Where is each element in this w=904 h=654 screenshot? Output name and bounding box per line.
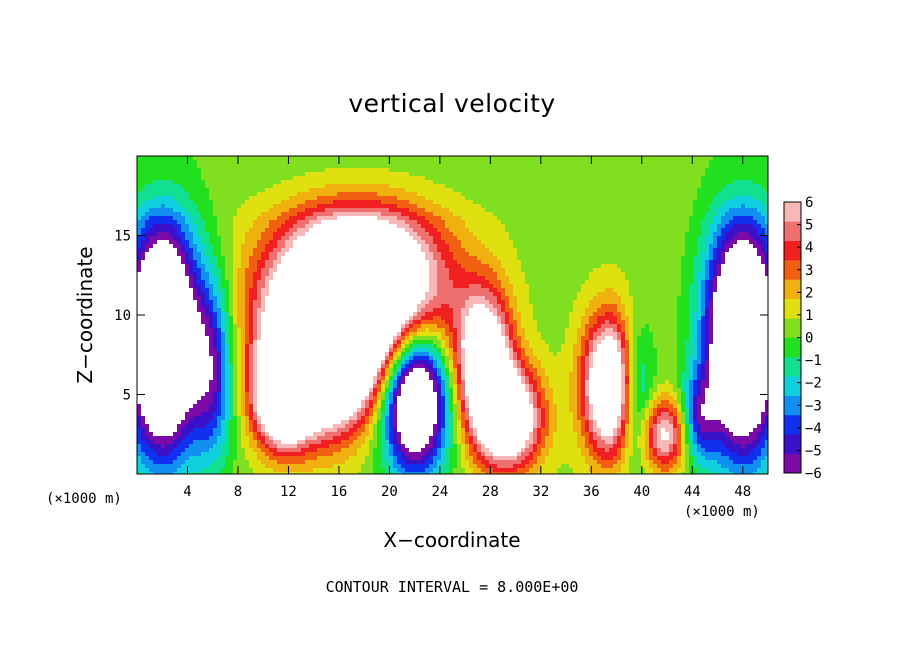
x-tick-label: 36 [583,484,600,500]
colorbar-tick-label: 1 [805,308,813,324]
colorbar: 6 5 4 3 2 1 0 −1 −2 −3 −4 −5 −6 [783,195,822,482]
y-tick-label: 15 [114,229,131,245]
colorbar-swatch [784,337,801,358]
x-tick-label: 40 [633,484,650,500]
colorbar-tick-label: 4 [805,240,813,256]
colorbar-swatch [784,279,801,300]
colorbar-swatch [784,395,801,416]
x-tick-label: 24 [431,484,448,500]
x-tick-label: 48 [734,484,751,500]
y-tick-label: 5 [123,388,131,404]
colorbar-swatch [784,221,801,242]
colorbar-tick-label: 6 [805,195,813,211]
colorbar-swatch [784,356,801,377]
x-unit-label-right: (×1000 m) [684,504,760,520]
y-axis: 5 10 15 [114,229,768,404]
x-unit-label: (×1000 m) [46,491,122,507]
x-axis-label: X−coordinate [383,528,520,552]
colorbar-tick-label: 2 [805,285,813,301]
colorbar-tick-label: −3 [805,398,822,414]
x-tick-label: 32 [532,484,549,500]
x-tick-label: 28 [482,484,499,500]
colorbar-swatch [784,414,801,435]
x-tick-label: 12 [280,484,297,500]
y-tick-label: 10 [114,308,131,324]
colorbar-swatch [784,318,801,338]
colorbar-swatch [784,240,801,261]
colorbar-swatch [784,202,801,222]
colorbar-swatch [784,298,801,319]
x-tick-label: 8 [234,484,242,500]
chart-title: vertical velocity [348,89,555,118]
colorbar-tick-label: 3 [805,263,813,279]
colorbar-swatch [784,434,801,454]
colorbar-swatch [784,260,801,280]
colorbar-tick-label: −4 [805,421,822,437]
velocity-field [137,156,769,475]
colorbar-tick-label: −1 [805,353,822,369]
colorbar-swatch [784,453,801,474]
y-axis-label: Z−coordinate [73,246,97,383]
colorbar-tick-label: −6 [805,466,822,482]
x-axis: 4 8 12 16 20 24 28 32 36 40 44 48 [183,156,751,500]
x-tick-label: 20 [381,484,398,500]
colorbar-tick-label: 5 [805,218,813,234]
contour-interval-note: CONTOUR INTERVAL = 8.000E+00 [326,578,579,596]
colorbar-tick-label: −5 [805,443,822,459]
colorbar-tick-label: −2 [805,376,822,392]
colorbar-tick-label: 0 [805,331,813,347]
x-tick-label: 4 [183,484,191,500]
colorbar-swatch [784,376,801,396]
x-tick-label: 44 [684,484,701,500]
x-tick-label: 16 [330,484,347,500]
